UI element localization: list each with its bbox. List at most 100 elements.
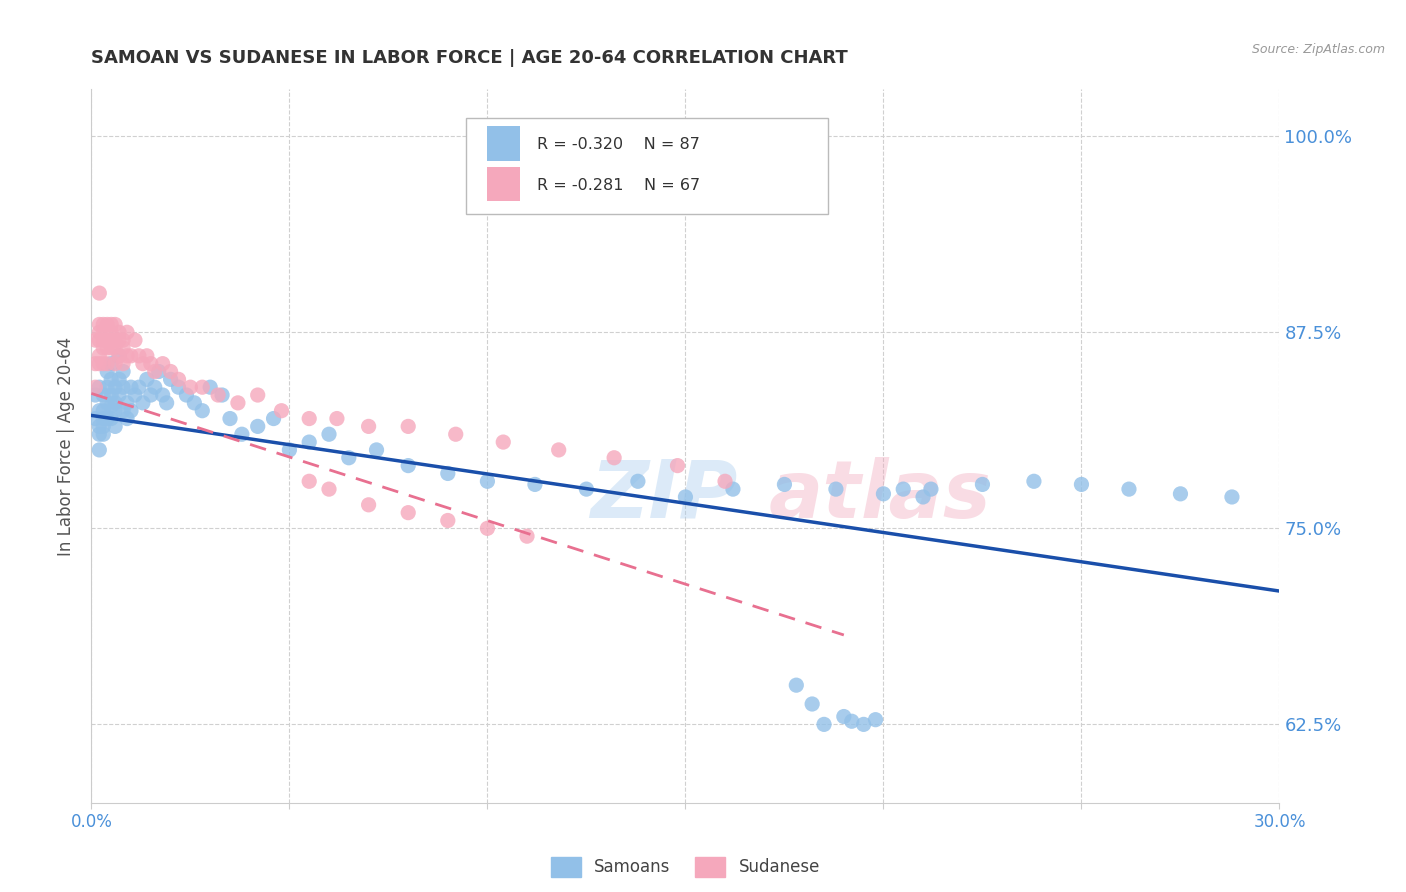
Point (207, 388, 229, 402)
Bar (486, 167, 520, 202)
Point (120, 403, 142, 417)
Point (124, 388, 146, 402)
Point (785, 678, 807, 692)
Point (96, 318, 118, 332)
Text: ZIP: ZIP (591, 457, 738, 535)
Point (96, 380, 118, 394)
Point (972, 477, 994, 491)
Point (477, 521, 499, 535)
Point (191, 380, 214, 394)
Point (1022, 475, 1045, 489)
Point (176, 388, 198, 402)
Point (96, 411, 118, 425)
Point (298, 435, 321, 450)
Bar (465, 118, 828, 214)
Point (100, 399, 122, 413)
Point (128, 380, 150, 394)
Point (1070, 477, 1092, 491)
Point (104, 357, 127, 371)
Point (132, 357, 155, 371)
Point (139, 388, 162, 402)
Point (108, 372, 131, 386)
Point (263, 411, 285, 425)
Point (104, 341, 127, 355)
Point (148, 364, 170, 378)
Point (112, 364, 135, 378)
Point (872, 487, 894, 501)
Point (128, 349, 150, 363)
Point (91, 419, 114, 434)
Point (1220, 490, 1243, 504)
Point (112, 333, 135, 347)
Point (773, 477, 796, 491)
Point (547, 442, 569, 457)
Point (91, 427, 114, 442)
Text: Source: ZipAtlas.com: Source: ZipAtlas.com (1251, 43, 1385, 56)
Point (91, 411, 114, 425)
Point (96, 341, 118, 355)
Point (96, 357, 118, 371)
Point (627, 475, 650, 489)
Point (100, 357, 122, 371)
Point (108, 333, 131, 347)
Point (112, 341, 135, 355)
Point (298, 411, 321, 425)
Point (112, 403, 135, 417)
Point (444, 427, 467, 442)
Point (516, 529, 538, 543)
Legend: Samoans, Sudanese: Samoans, Sudanese (544, 850, 827, 884)
Point (84, 380, 107, 394)
Point (108, 326, 131, 340)
Point (89, 333, 111, 347)
Point (89, 442, 111, 457)
Point (89, 318, 111, 332)
Point (167, 380, 190, 394)
Point (396, 458, 419, 473)
Point (179, 380, 201, 394)
Point (1170, 487, 1192, 501)
Point (91, 333, 114, 347)
Point (135, 349, 157, 363)
Point (278, 442, 301, 457)
Point (337, 450, 360, 465)
Point (89, 427, 111, 442)
Point (183, 396, 205, 410)
Point (714, 475, 737, 489)
Point (159, 364, 181, 378)
Point (104, 333, 127, 347)
Point (200, 380, 222, 394)
Point (666, 458, 689, 473)
Point (135, 372, 157, 386)
Point (523, 477, 546, 491)
Point (357, 419, 380, 434)
Point (477, 475, 499, 489)
Point (357, 498, 380, 512)
Point (366, 442, 388, 457)
Point (100, 326, 122, 340)
Point (318, 482, 340, 496)
Point (84, 333, 107, 347)
Point (115, 396, 138, 410)
Point (270, 403, 292, 417)
Text: SAMOAN VS SUDANESE IN LABOR FORCE | AGE 20-64 CORRELATION CHART: SAMOAN VS SUDANESE IN LABOR FORCE | AGE … (91, 49, 848, 67)
Point (100, 372, 122, 386)
Point (492, 435, 515, 450)
Point (396, 419, 419, 434)
Point (841, 714, 863, 729)
Point (104, 318, 127, 332)
Point (115, 411, 138, 425)
Point (813, 717, 835, 731)
Point (91, 326, 114, 340)
Point (96, 364, 118, 378)
Point (89, 349, 111, 363)
Point (91, 341, 114, 355)
Point (96, 396, 118, 410)
Point (575, 482, 598, 496)
Point (115, 349, 138, 363)
Point (91, 357, 114, 371)
Point (211, 388, 233, 402)
Point (112, 380, 135, 394)
Point (825, 482, 848, 496)
Point (132, 396, 155, 410)
Point (124, 333, 146, 347)
